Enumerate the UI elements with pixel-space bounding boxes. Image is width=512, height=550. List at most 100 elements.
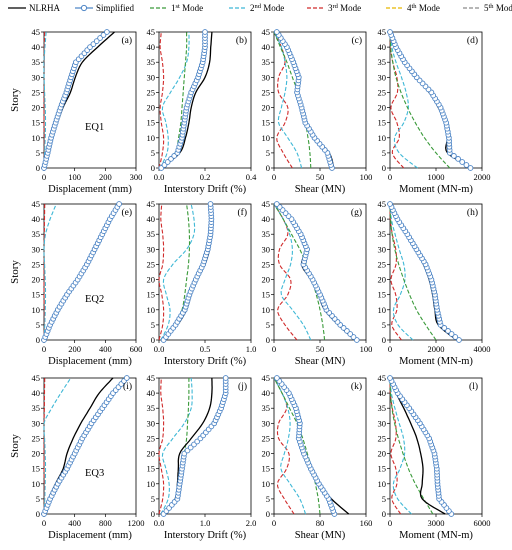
series-line-m3 <box>273 31 293 169</box>
y-tick-label: 45 <box>378 27 387 37</box>
y-tick-label: 30 <box>378 418 387 428</box>
panel-label: (e) <box>121 207 132 218</box>
y-tick-label: 30 <box>32 72 41 82</box>
series-line-m1 <box>43 31 106 169</box>
y-tick-label: 0 <box>382 335 386 345</box>
y-tick-label: 25 <box>262 87 271 97</box>
x-axis-label: Moment (MN-m) <box>399 184 473 195</box>
data-point-simplified <box>104 29 110 35</box>
y-tick-label: 35 <box>262 57 271 67</box>
y-tick-label: 35 <box>378 403 387 413</box>
y-tick-label: 0 <box>151 335 155 345</box>
legend-label-m2: 2nd Mode <box>250 3 284 13</box>
y-tick-label: 35 <box>378 57 387 67</box>
series-line-nlrha <box>160 31 213 169</box>
y-tick-label: 40 <box>147 42 156 52</box>
y-tick-label: 0 <box>151 509 155 519</box>
y-tick-label: 0 <box>382 509 386 519</box>
panel-label: (j) <box>238 381 247 392</box>
series-line-nlrha <box>276 203 356 341</box>
panel-k: 0 5 10 15 20 25 30 35 40 45 0 80 160 (k) Shear (MN) <box>262 373 373 541</box>
series-line-m2 <box>389 377 412 515</box>
panel-label: (g) <box>351 207 362 218</box>
data-point-simplified <box>448 331 455 337</box>
y-tick-label: 5 <box>382 148 386 158</box>
series-line-m3 <box>389 204 402 341</box>
series-line-nlrha <box>276 377 350 515</box>
legend-entry-nlrha: NLRHA <box>8 3 60 13</box>
y-tick-label: 30 <box>147 244 156 254</box>
y-tick-label: 10 <box>147 305 156 315</box>
x-axis-label: Moment (MN-m) <box>399 530 473 541</box>
legend-marker-simplified <box>80 4 88 12</box>
panel-label: (b) <box>236 35 247 46</box>
legend-label-m3: 3rd Mode <box>328 3 361 13</box>
x-tick-label: 0 <box>272 518 276 528</box>
x-tick-label: 2000 <box>428 344 445 354</box>
y-tick-label: 45 <box>378 373 387 383</box>
panel-i: 0 5 10 15 20 25 30 35 40 45 0 400 800 1200 (i) EQ3 Displ… <box>9 373 145 541</box>
x-tick-label: 80 <box>316 518 325 528</box>
x-tick-label: 0 <box>272 344 276 354</box>
y-tick-label: 5 <box>266 148 270 158</box>
series-line-m1 <box>160 32 188 169</box>
panel-c: 0 5 10 15 20 25 30 35 40 45 0 50 100 (c) Shear (MN) <box>262 27 373 195</box>
x-tick-label: 0 <box>42 518 46 528</box>
y-tick-label: 45 <box>378 199 387 209</box>
series-line-m1 <box>389 203 437 341</box>
series-line-m2 <box>43 203 57 341</box>
y-tick-label: 40 <box>32 42 41 52</box>
y-tick-label: 40 <box>147 214 156 224</box>
y-tick-label: 20 <box>262 449 271 459</box>
earthquake-label: EQ1 <box>85 122 104 133</box>
y-tick-label: 15 <box>262 118 271 128</box>
data-point-simplified <box>273 201 280 207</box>
x-tick-label: 100 <box>360 172 373 182</box>
y-tick-label: 35 <box>262 403 271 413</box>
y-tick-label: 30 <box>378 72 387 82</box>
series-line-m3 <box>389 378 402 515</box>
series-line-simplified <box>276 203 358 341</box>
x-tick-label: 800 <box>99 518 112 528</box>
x-tick-label: 0.5 <box>200 344 211 354</box>
y-tick-label: 25 <box>378 259 387 269</box>
x-axis-label: Interstory Drift (%) <box>164 184 247 195</box>
y-tick-label: 25 <box>32 259 41 269</box>
y-tick-label: 40 <box>32 388 41 398</box>
legend-entry-m5: 5th Mode <box>463 3 512 13</box>
y-tick-label: 20 <box>32 449 41 459</box>
x-tick-label: 0 <box>272 172 276 182</box>
data-point-simplified <box>273 29 280 35</box>
y-axis-label: Story <box>9 260 21 284</box>
series-line-m2 <box>159 32 190 169</box>
x-axis-label: Interstory Drift (%) <box>164 356 247 367</box>
data-point-simplified <box>445 328 451 334</box>
y-tick-label: 10 <box>378 479 387 489</box>
panel-g: 0 5 10 15 20 25 30 35 40 45 0 50 100 (g) Shear (MN) <box>262 199 373 367</box>
y-tick-label: 20 <box>32 103 41 113</box>
x-tick-label: 160 <box>360 518 373 528</box>
data-point-simplified <box>467 165 474 171</box>
y-tick-label: 15 <box>147 290 156 300</box>
series-line-m2 <box>389 31 418 169</box>
data-point-simplified <box>387 375 393 381</box>
series-line-m3 <box>158 203 165 341</box>
y-tick-label: 10 <box>147 133 156 143</box>
x-axis-label: Shear (MN) <box>295 530 346 541</box>
series-line-m2 <box>43 377 72 515</box>
y-tick-label: 40 <box>32 214 41 224</box>
panel-j: 0 5 10 15 20 25 30 35 40 45 0.0 1.0 2.0 (j) Interstory… <box>147 373 257 541</box>
y-tick-label: 0 <box>36 335 40 345</box>
panel-e: 0 5 10 15 20 25 30 35 40 45 0 200 400 600 (e) EQ2 Displa… <box>9 199 142 367</box>
x-tick-label: 1200 <box>128 518 145 528</box>
data-point-simplified <box>452 334 459 340</box>
data-point-simplified <box>116 201 122 207</box>
legend: NLRHA Simplified 1st Mode 2nd Mode 3rd Mode 4… <box>8 3 512 13</box>
series-line-m3 <box>158 31 165 169</box>
x-axis-label: Shear (MN) <box>295 356 346 367</box>
series-line-m2 <box>43 31 47 169</box>
legend-entry-m4: 4th Mode <box>386 3 440 13</box>
legend-label-m5: 5th Mode <box>484 3 512 13</box>
series-line-m2 <box>273 203 312 341</box>
